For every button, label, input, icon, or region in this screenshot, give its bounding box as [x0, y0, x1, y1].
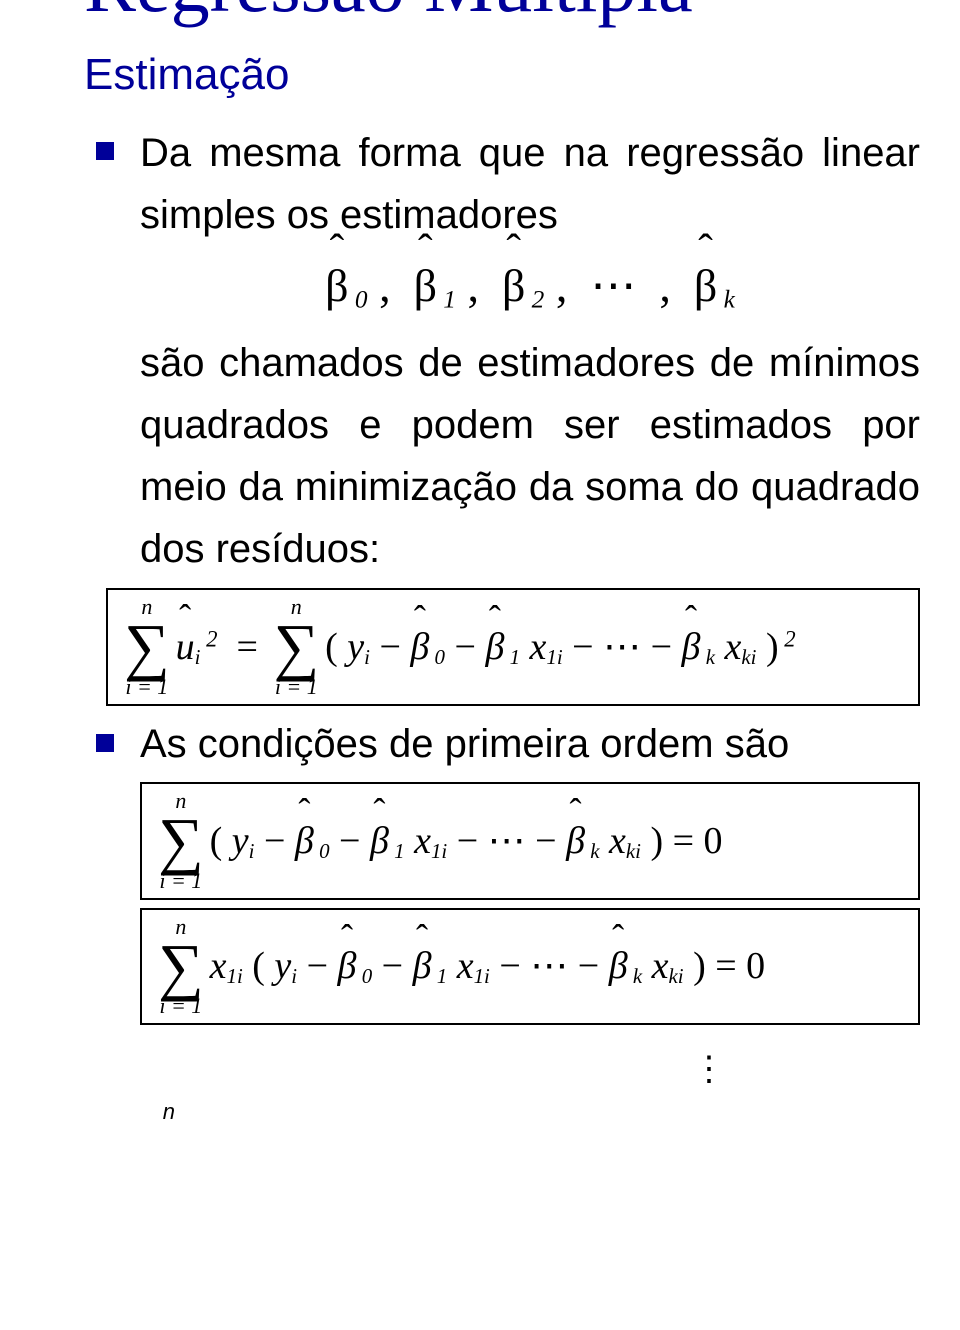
bullet-icon: [96, 142, 114, 160]
foc-expr-2: x1i ( yi − β 0 − β 1 x1i − ⋯ − β k xki )…: [210, 943, 766, 989]
paragraph-intro: Da mesma forma que na regressão linear s…: [140, 122, 920, 246]
sigma-symbol: ∑: [158, 812, 204, 870]
sigma-bottom: i = 1: [159, 870, 202, 892]
sigma-icon: n ∑ i = 1: [124, 596, 170, 698]
sigma-symbol: ∑: [146, 1123, 192, 1129]
ssr-lhs: ui 2 =: [176, 625, 268, 670]
sigma-symbol: ∑: [124, 618, 170, 676]
sigma-symbol: ∑: [273, 618, 319, 676]
foc-box-2: n ∑ i = 1 x1i ( yi − β 0 − β 1 x1i − ⋯ −…: [140, 908, 920, 1026]
foc-box-k-cut: n ∑: [140, 1101, 920, 1129]
foc-box-1: n ∑ i = 1 ( yi − β 0 − β 1 x1i − ⋯ − β k…: [140, 782, 920, 900]
vertical-dots-icon: ⋮: [500, 1049, 920, 1089]
sigma-symbol: ∑: [158, 938, 204, 996]
sigma-icon: n ∑ i = 1: [158, 790, 204, 892]
sigma-icon: n ∑: [146, 1101, 192, 1129]
ssr-box: n ∑ i = 1 ui 2 = n ∑ i = 1 ( yi − β 0 − …: [106, 588, 920, 706]
foc-expr-1: ( yi − β 0 − β 1 x1i − ⋯ − β k xki ) = 0: [210, 818, 723, 864]
page-subtitle: Estimação: [84, 50, 920, 100]
sigma-bottom: i = 1: [275, 676, 318, 698]
paragraph-body: são chamados de estimadores de mínimos q…: [140, 332, 920, 580]
sigma-icon: n ∑ i = 1: [158, 916, 204, 1018]
estimators-line: β 0 , β 1 , β 2 , ⋯ , β k: [140, 258, 920, 314]
sigma-bottom: i = 1: [159, 995, 202, 1017]
page-title-cut: Regressão Múltipla: [84, 0, 920, 44]
page-title-text: Regressão Múltipla: [84, 0, 693, 28]
paragraph-foc: As condições de primeira ordem são: [140, 714, 789, 774]
sigma-bottom: i = 1: [125, 676, 168, 698]
sigma-icon: n ∑ i = 1: [273, 596, 319, 698]
ssr-rhs: ( yi − β 0 − β 1 x1i − ⋯ − β k xki ) 2: [325, 624, 796, 670]
bullet-icon: [96, 734, 114, 752]
